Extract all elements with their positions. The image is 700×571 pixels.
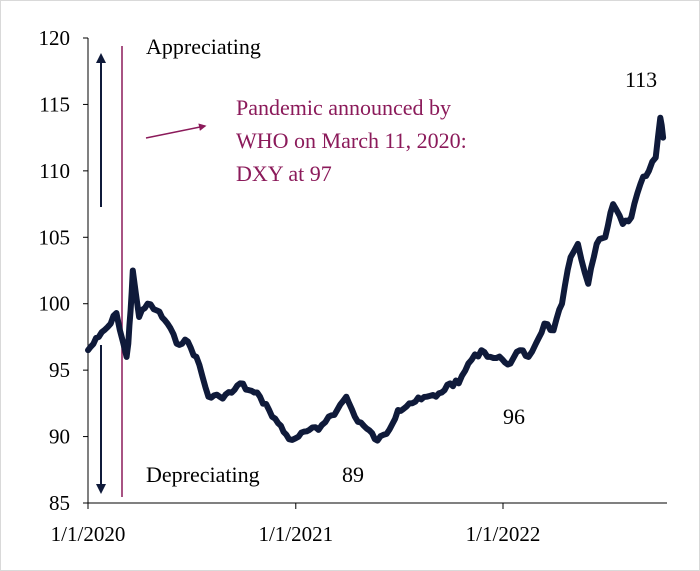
y-tick-label: 115 <box>39 92 70 116</box>
x-tick-label: 1/1/2022 <box>466 522 541 546</box>
pandemic-callout-arrow <box>145 123 207 139</box>
x-tick-label: 1/1/2021 <box>258 522 333 546</box>
data-label-96: 96 <box>503 404 525 429</box>
appreciating-label: Appreciating <box>146 34 261 59</box>
pandemic-note-line2: WHO on March 11, 2020: <box>236 128 467 153</box>
pandemic-note-line3: DXY at 97 <box>236 161 332 186</box>
data-label-113: 113 <box>625 67 657 92</box>
y-tick-label: 95 <box>49 358 70 382</box>
y-tick-label: 85 <box>49 491 70 515</box>
data-label-89: 89 <box>342 462 364 487</box>
y-tick-label: 105 <box>39 225 71 249</box>
depreciating-label: Depreciating <box>146 462 260 487</box>
x-tick-label: 1/1/2020 <box>51 522 126 546</box>
dxy-series-line <box>85 114 667 444</box>
pandemic-note-line1: Pandemic announced by <box>236 95 451 120</box>
y-tick-label: 90 <box>49 425 70 449</box>
y-tick-label: 120 <box>39 26 71 50</box>
y-tick-label: 100 <box>39 292 71 316</box>
y-tick-label: 110 <box>39 159 70 183</box>
